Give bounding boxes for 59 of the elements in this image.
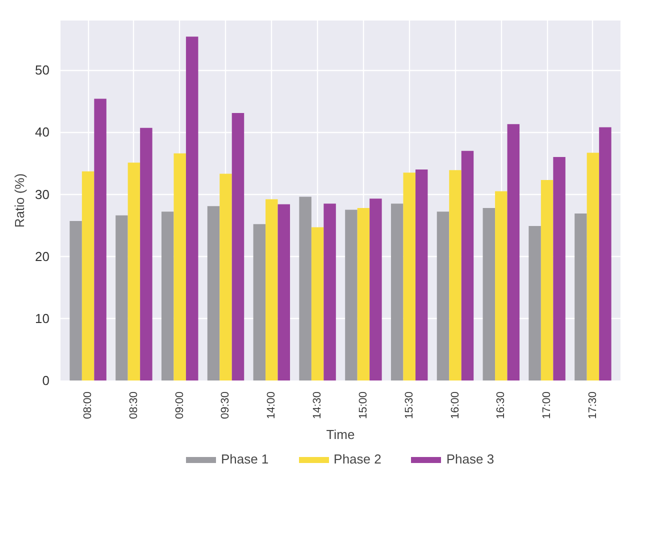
bar	[161, 212, 174, 380]
x-axis-title: Time	[326, 427, 355, 442]
x-tick-label: 17:00	[541, 391, 554, 420]
y-tick-label: 20	[35, 248, 50, 264]
bar	[324, 204, 336, 380]
bar	[540, 180, 554, 380]
bar	[220, 174, 232, 380]
bar	[82, 171, 94, 380]
bar	[390, 204, 404, 380]
bar	[370, 198, 382, 380]
bar	[449, 170, 462, 380]
y-tick-label: 40	[35, 124, 50, 140]
y-tick-label: 30	[35, 186, 50, 202]
bar	[357, 208, 370, 380]
bar	[116, 215, 128, 380]
bar	[253, 224, 266, 380]
bar	[311, 227, 324, 380]
x-tick-label: 08:00	[82, 391, 94, 420]
bar	[278, 204, 290, 380]
y-tick-label: 10	[35, 310, 50, 326]
y-tick-label: 0	[42, 373, 50, 388]
bar	[507, 124, 520, 380]
bar	[495, 191, 508, 380]
bar	[174, 153, 186, 380]
bar	[482, 208, 496, 380]
legend-label: Phase 2	[334, 452, 382, 466]
legend-label: Phase 3	[446, 452, 494, 466]
bar	[299, 196, 312, 380]
bar	[599, 127, 612, 380]
x-tick-label: 09:30	[220, 391, 232, 420]
x-tick-label: 16:30	[495, 391, 508, 420]
bar	[574, 214, 587, 380]
bar	[94, 98, 106, 380]
bar	[70, 220, 82, 380]
x-tick-label: 16:00	[449, 391, 462, 420]
x-tick-label: 09:00	[174, 391, 186, 420]
x-tick-label: 15:00	[357, 391, 370, 420]
x-tick-label: 08:30	[128, 391, 140, 420]
bar	[528, 226, 541, 380]
bar	[186, 36, 198, 380]
bar	[140, 128, 152, 380]
bar	[553, 157, 566, 380]
bar	[415, 169, 428, 380]
bar	[345, 210, 358, 380]
bar	[207, 206, 220, 380]
x-tick-label: 17:30	[586, 391, 599, 420]
x-tick-label: 14:30	[312, 391, 324, 420]
legend-label: Phase 1	[220, 452, 269, 466]
bar	[586, 152, 600, 380]
bar	[403, 172, 416, 380]
bar	[266, 199, 278, 380]
x-tick-label: 15:30	[403, 391, 416, 420]
bar	[461, 150, 474, 380]
bar	[232, 112, 244, 380]
y-axis-title: Ratio (%)	[12, 173, 28, 228]
x-tick-label: 14:00	[266, 391, 278, 420]
bar	[128, 162, 140, 380]
y-tick-label: 50	[35, 62, 50, 78]
bar	[436, 212, 450, 380]
